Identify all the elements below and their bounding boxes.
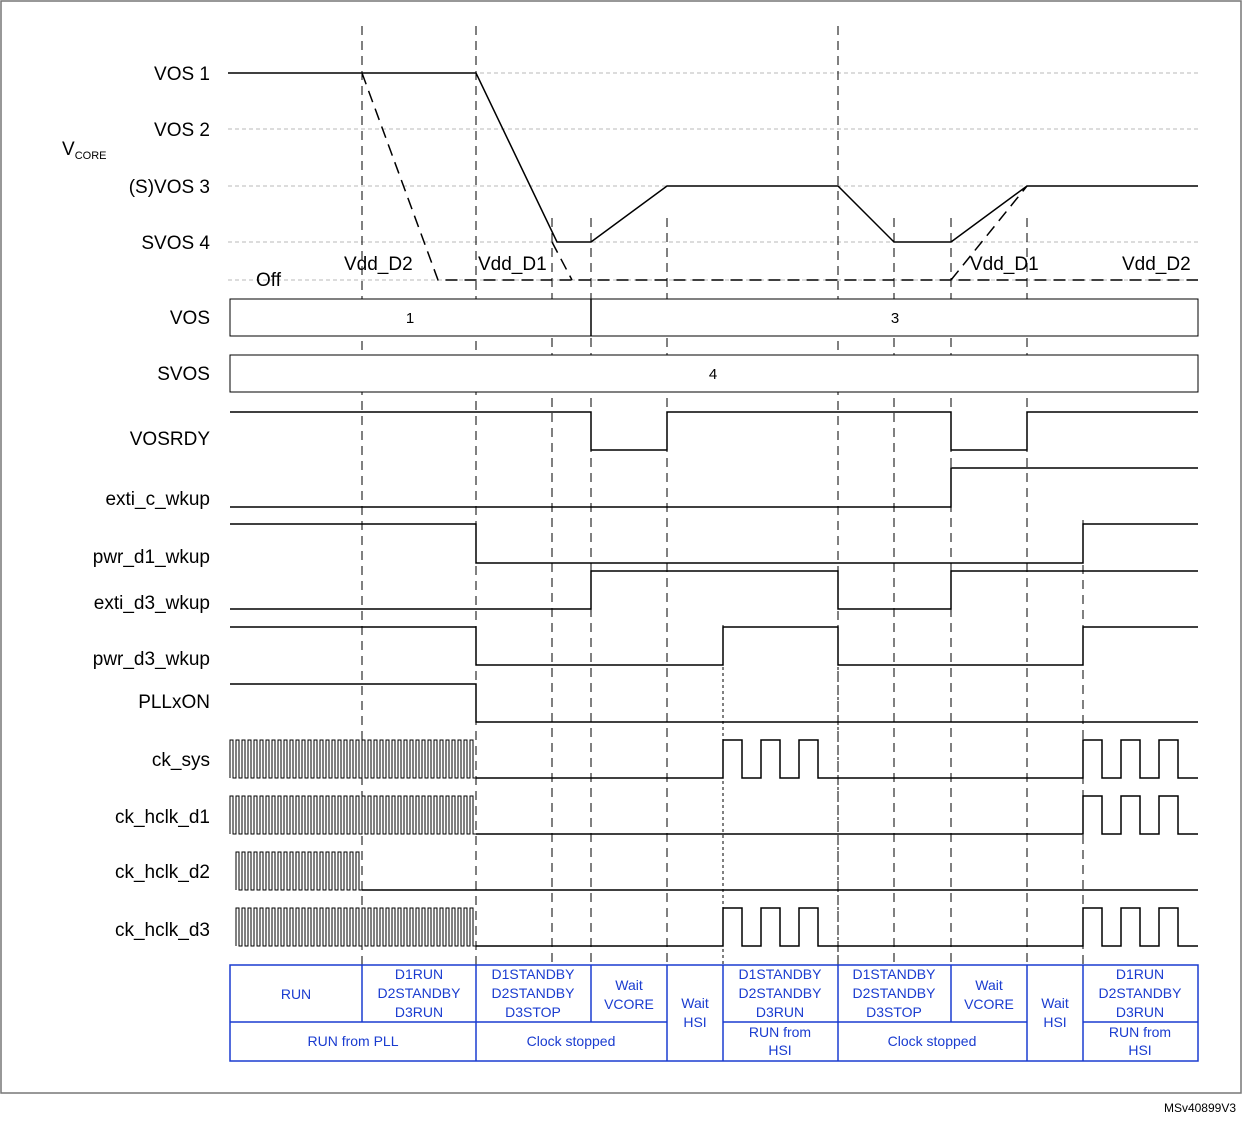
diagram-frame	[0, 0, 1242, 1094]
exti-d3-wkup-waveform	[230, 570, 1198, 610]
level-svos4: SVOS 4	[141, 233, 210, 254]
ck-hclk-d1-slow-waveform	[476, 795, 1198, 835]
signal-ck-hclk-d2-label: ck_hclk_d2	[115, 862, 210, 883]
table-cell-wait-vcore-2: Wait VCORE	[964, 977, 1014, 1012]
table-cell-wait-hsi-2: Wait HSI	[1041, 995, 1069, 1030]
signal-ck-hclk-d3-label: ck_hclk_d3	[115, 920, 210, 941]
table-cell-wait-hsi: Wait HSI	[681, 995, 709, 1030]
ck-hclk-d2-fast-waveform	[235, 851, 362, 891]
signal-vosrdy-label: VOSRDY	[130, 429, 211, 450]
level-svos3: (S)VOS 3	[129, 177, 210, 198]
table-cell-d1standby-d2standby-d3stop-2: D1STANDBY D2STANDBY D3STOP	[853, 966, 937, 1020]
vosrdy-waveform	[230, 411, 1198, 451]
table-cell-clock-stopped: Clock stopped	[527, 1033, 616, 1049]
svos-bus	[229, 354, 1199, 393]
level-vos2: VOS 2	[154, 120, 210, 141]
signal-exti-d3-wkup-label: exti_d3_wkup	[94, 593, 210, 614]
ck-hclk-d3-slow-waveform	[476, 907, 1198, 947]
signal-vos-label: VOS	[170, 308, 210, 329]
pwr-d1-wkup-waveform	[230, 523, 1198, 564]
signal-svos-label: SVOS	[157, 364, 210, 385]
vos-value-3: 3	[891, 310, 899, 327]
svos-value-4: 4	[709, 366, 717, 383]
state-table	[229, 964, 1199, 1062]
pwr-d3-wkup-waveform	[230, 626, 1198, 666]
exti-c-wkup-waveform	[230, 467, 1198, 508]
vdd-ramps	[361, 72, 1198, 281]
vcore-waveform	[228, 72, 1198, 243]
vdd-d1-label-right: Vdd_D1	[970, 254, 1039, 275]
table-cell-run-from-hsi-2: RUN from HSI	[1109, 1024, 1171, 1058]
table-cell-run-from-hsi: RUN from HSI	[749, 1024, 811, 1058]
figure-reference: MSv40899V3	[1164, 1101, 1236, 1115]
level-vos1: VOS 1	[154, 64, 210, 85]
level-off: Off	[256, 270, 282, 291]
vcore-axis-label: VCORE	[62, 139, 106, 162]
vos-bus	[229, 298, 1199, 337]
ck-hclk-d3-fast-waveform	[235, 907, 476, 947]
table-cell-d1run-d2standby-d3run-2: D1RUN D2STANDBY D3RUN	[1099, 966, 1183, 1020]
vdd-d2-label-left: Vdd_D2	[344, 254, 413, 275]
signal-ck-sys-label: ck_sys	[152, 750, 210, 771]
table-cell-clock-stopped-2: Clock stopped	[888, 1033, 977, 1049]
vdd-d2-label-right: Vdd_D2	[1122, 254, 1191, 275]
vdd-d1-label-left: Vdd_D1	[478, 254, 547, 275]
table-cell-run: RUN	[281, 986, 311, 1002]
vcore-gridlines	[228, 72, 1198, 281]
signal-pwr-d3-wkup-label: pwr_d3_wkup	[93, 649, 210, 670]
timing-markers	[361, 26, 1084, 965]
table-cell-wait-vcore: Wait VCORE	[604, 977, 654, 1012]
table-cell-d1run-d2standby-d3run: D1RUN D2STANDBY D3RUN	[378, 966, 462, 1020]
ck-sys-fast-waveform	[229, 739, 476, 779]
table-cell-d1standby-d2standby-d3stop: D1STANDBY D2STANDBY D3STOP	[492, 966, 576, 1020]
signal-ck-hclk-d1-label: ck_hclk_d1	[115, 807, 210, 828]
table-cell-d1standby-d2standby-d3run: D1STANDBY D2STANDBY D3RUN	[739, 966, 823, 1020]
signal-exti-c-wkup-label: exti_c_wkup	[105, 489, 210, 510]
vos-value-1: 1	[406, 310, 414, 327]
pllxon-waveform	[230, 683, 1198, 723]
signal-pwr-d1-wkup-label: pwr_d1_wkup	[93, 547, 210, 568]
ck-sys-slow-waveform	[476, 739, 1198, 779]
table-cell-run-from-pll: RUN from PLL	[307, 1033, 398, 1049]
signal-pllxon-label: PLLxON	[138, 692, 210, 713]
ck-hclk-d1-fast-waveform	[229, 795, 476, 835]
